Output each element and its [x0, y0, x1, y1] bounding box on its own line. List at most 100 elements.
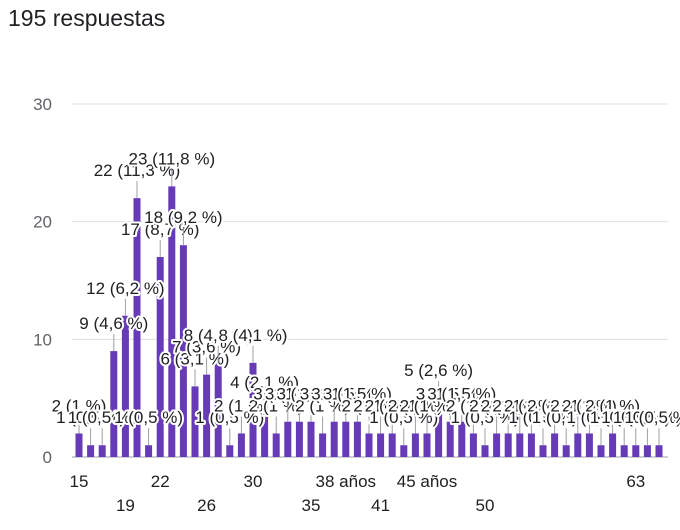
data-label: 1 (0,5 %)	[601, 408, 670, 427]
y-tick-label: 30	[33, 95, 52, 114]
data-label: 2 (1 %)	[388, 396, 443, 415]
data-label: 2 (1 %)	[446, 396, 501, 415]
data-label: 3 (1,5 %)	[416, 385, 485, 404]
bar	[98, 445, 106, 457]
bar	[411, 433, 419, 457]
bar	[620, 445, 628, 457]
data-label: 3 (1,5 %)	[253, 385, 322, 404]
data-labels: 2 (1 %)1 (0,5 %)1 (0,5 %)9 (4,6 %)12 (6,…	[50, 147, 680, 446]
bar	[539, 445, 547, 457]
data-label: 3 (1,5 %)	[265, 385, 334, 404]
data-label: 2 (1 %)	[562, 396, 617, 415]
bar	[272, 433, 280, 457]
x-tick-label: 41	[371, 496, 390, 515]
y-tick-label: 0	[43, 448, 52, 467]
bar	[121, 315, 129, 457]
bar	[458, 421, 466, 457]
data-label: 2 (1 %)	[400, 396, 455, 415]
bar	[145, 445, 153, 457]
data-label: 1 (0,5 %)	[509, 408, 578, 427]
bar	[87, 445, 95, 457]
data-label: 2 (1 %)	[214, 396, 269, 415]
data-label: 1 (0,5 %)	[625, 408, 680, 427]
bar	[574, 433, 582, 457]
data-label: 3 (1,5 %)	[323, 385, 392, 404]
bar	[423, 433, 431, 457]
data-label: 2 (1 %)	[52, 396, 107, 415]
data-label: 23 (11,8 %)	[128, 149, 215, 168]
data-label: 18 (9,2 %)	[144, 208, 222, 227]
bar	[307, 421, 315, 457]
data-label: 3 (1,5 %)	[300, 385, 369, 404]
data-label: 2 (1 %)	[365, 396, 420, 415]
bar	[261, 409, 269, 457]
bar	[446, 421, 454, 457]
bar	[493, 433, 501, 457]
data-label: 1 (0,5 %)	[369, 408, 438, 427]
bar	[562, 445, 570, 457]
bar	[214, 362, 222, 457]
x-tick-label: 50	[476, 496, 495, 515]
data-label: 1 (0,5 %)	[56, 408, 125, 427]
bar	[110, 351, 118, 457]
data-label: 5 (2,6 %)	[404, 361, 473, 380]
bar	[330, 421, 338, 457]
x-tick-label: 35	[302, 496, 321, 515]
bar	[435, 398, 443, 457]
data-label: 2 (1 %)	[353, 396, 408, 415]
x-tick-label: 15	[70, 472, 89, 491]
data-label: 7 (3,6 %)	[172, 338, 241, 357]
x-tick-label: 19	[116, 496, 135, 515]
data-label: 2 (1 %)	[585, 396, 640, 415]
data-label: 8 (4,1 %)	[219, 326, 288, 345]
y-axis: 0 10 20 30	[33, 95, 52, 467]
data-label: 4 (2,1 %)	[230, 373, 299, 392]
bar	[365, 433, 373, 457]
bar	[655, 445, 663, 457]
data-label: 2 (1 %)	[550, 396, 605, 415]
data-label: 1 (0,5 %)	[195, 408, 264, 427]
y-tick-label: 20	[33, 213, 52, 232]
bar	[504, 433, 512, 457]
bar	[377, 433, 385, 457]
data-label: 12 (6,2 %)	[86, 279, 164, 298]
data-label: 1 (0,5 %)	[613, 408, 680, 427]
bar	[284, 421, 292, 457]
data-label: 2 (1 %)	[527, 396, 582, 415]
bar	[179, 245, 187, 457]
x-tick-label: 30	[244, 472, 263, 491]
bar	[551, 433, 559, 457]
bar	[481, 445, 489, 457]
bar	[527, 433, 535, 457]
bars	[75, 186, 663, 457]
bar	[237, 433, 245, 457]
bar	[516, 433, 524, 457]
data-label: 1 (0,5 %)	[590, 408, 659, 427]
x-tick-label: 45 años	[397, 472, 458, 491]
x-tick-label: 26	[197, 496, 216, 515]
bar	[388, 433, 396, 457]
y-tick-label: 10	[33, 330, 52, 349]
bar	[226, 445, 234, 457]
response-count: 195 respuestas	[8, 5, 166, 31]
bar	[342, 421, 350, 457]
data-label: 3 (1,5 %)	[427, 385, 496, 404]
bar	[75, 433, 83, 457]
bar	[609, 433, 617, 457]
data-label: 2 (1 %)	[249, 396, 304, 415]
data-label: 6 (3,1 %)	[161, 349, 230, 368]
x-tick-label: 63	[626, 472, 645, 491]
bar	[643, 445, 651, 457]
data-label: 3 (1,5 %)	[311, 385, 380, 404]
x-tick-label: 22	[151, 472, 170, 491]
data-label: 1 (0,5 %)	[114, 408, 183, 427]
bar	[353, 421, 361, 457]
bar	[319, 433, 327, 457]
bar	[585, 433, 593, 457]
data-label: 22 (11,3 %)	[94, 161, 181, 180]
x-axis: 15 19 22 26 30 35 38 años 41 45 años 50 63	[70, 472, 646, 515]
bar	[203, 374, 211, 457]
bar	[168, 186, 176, 457]
bar	[249, 362, 257, 457]
